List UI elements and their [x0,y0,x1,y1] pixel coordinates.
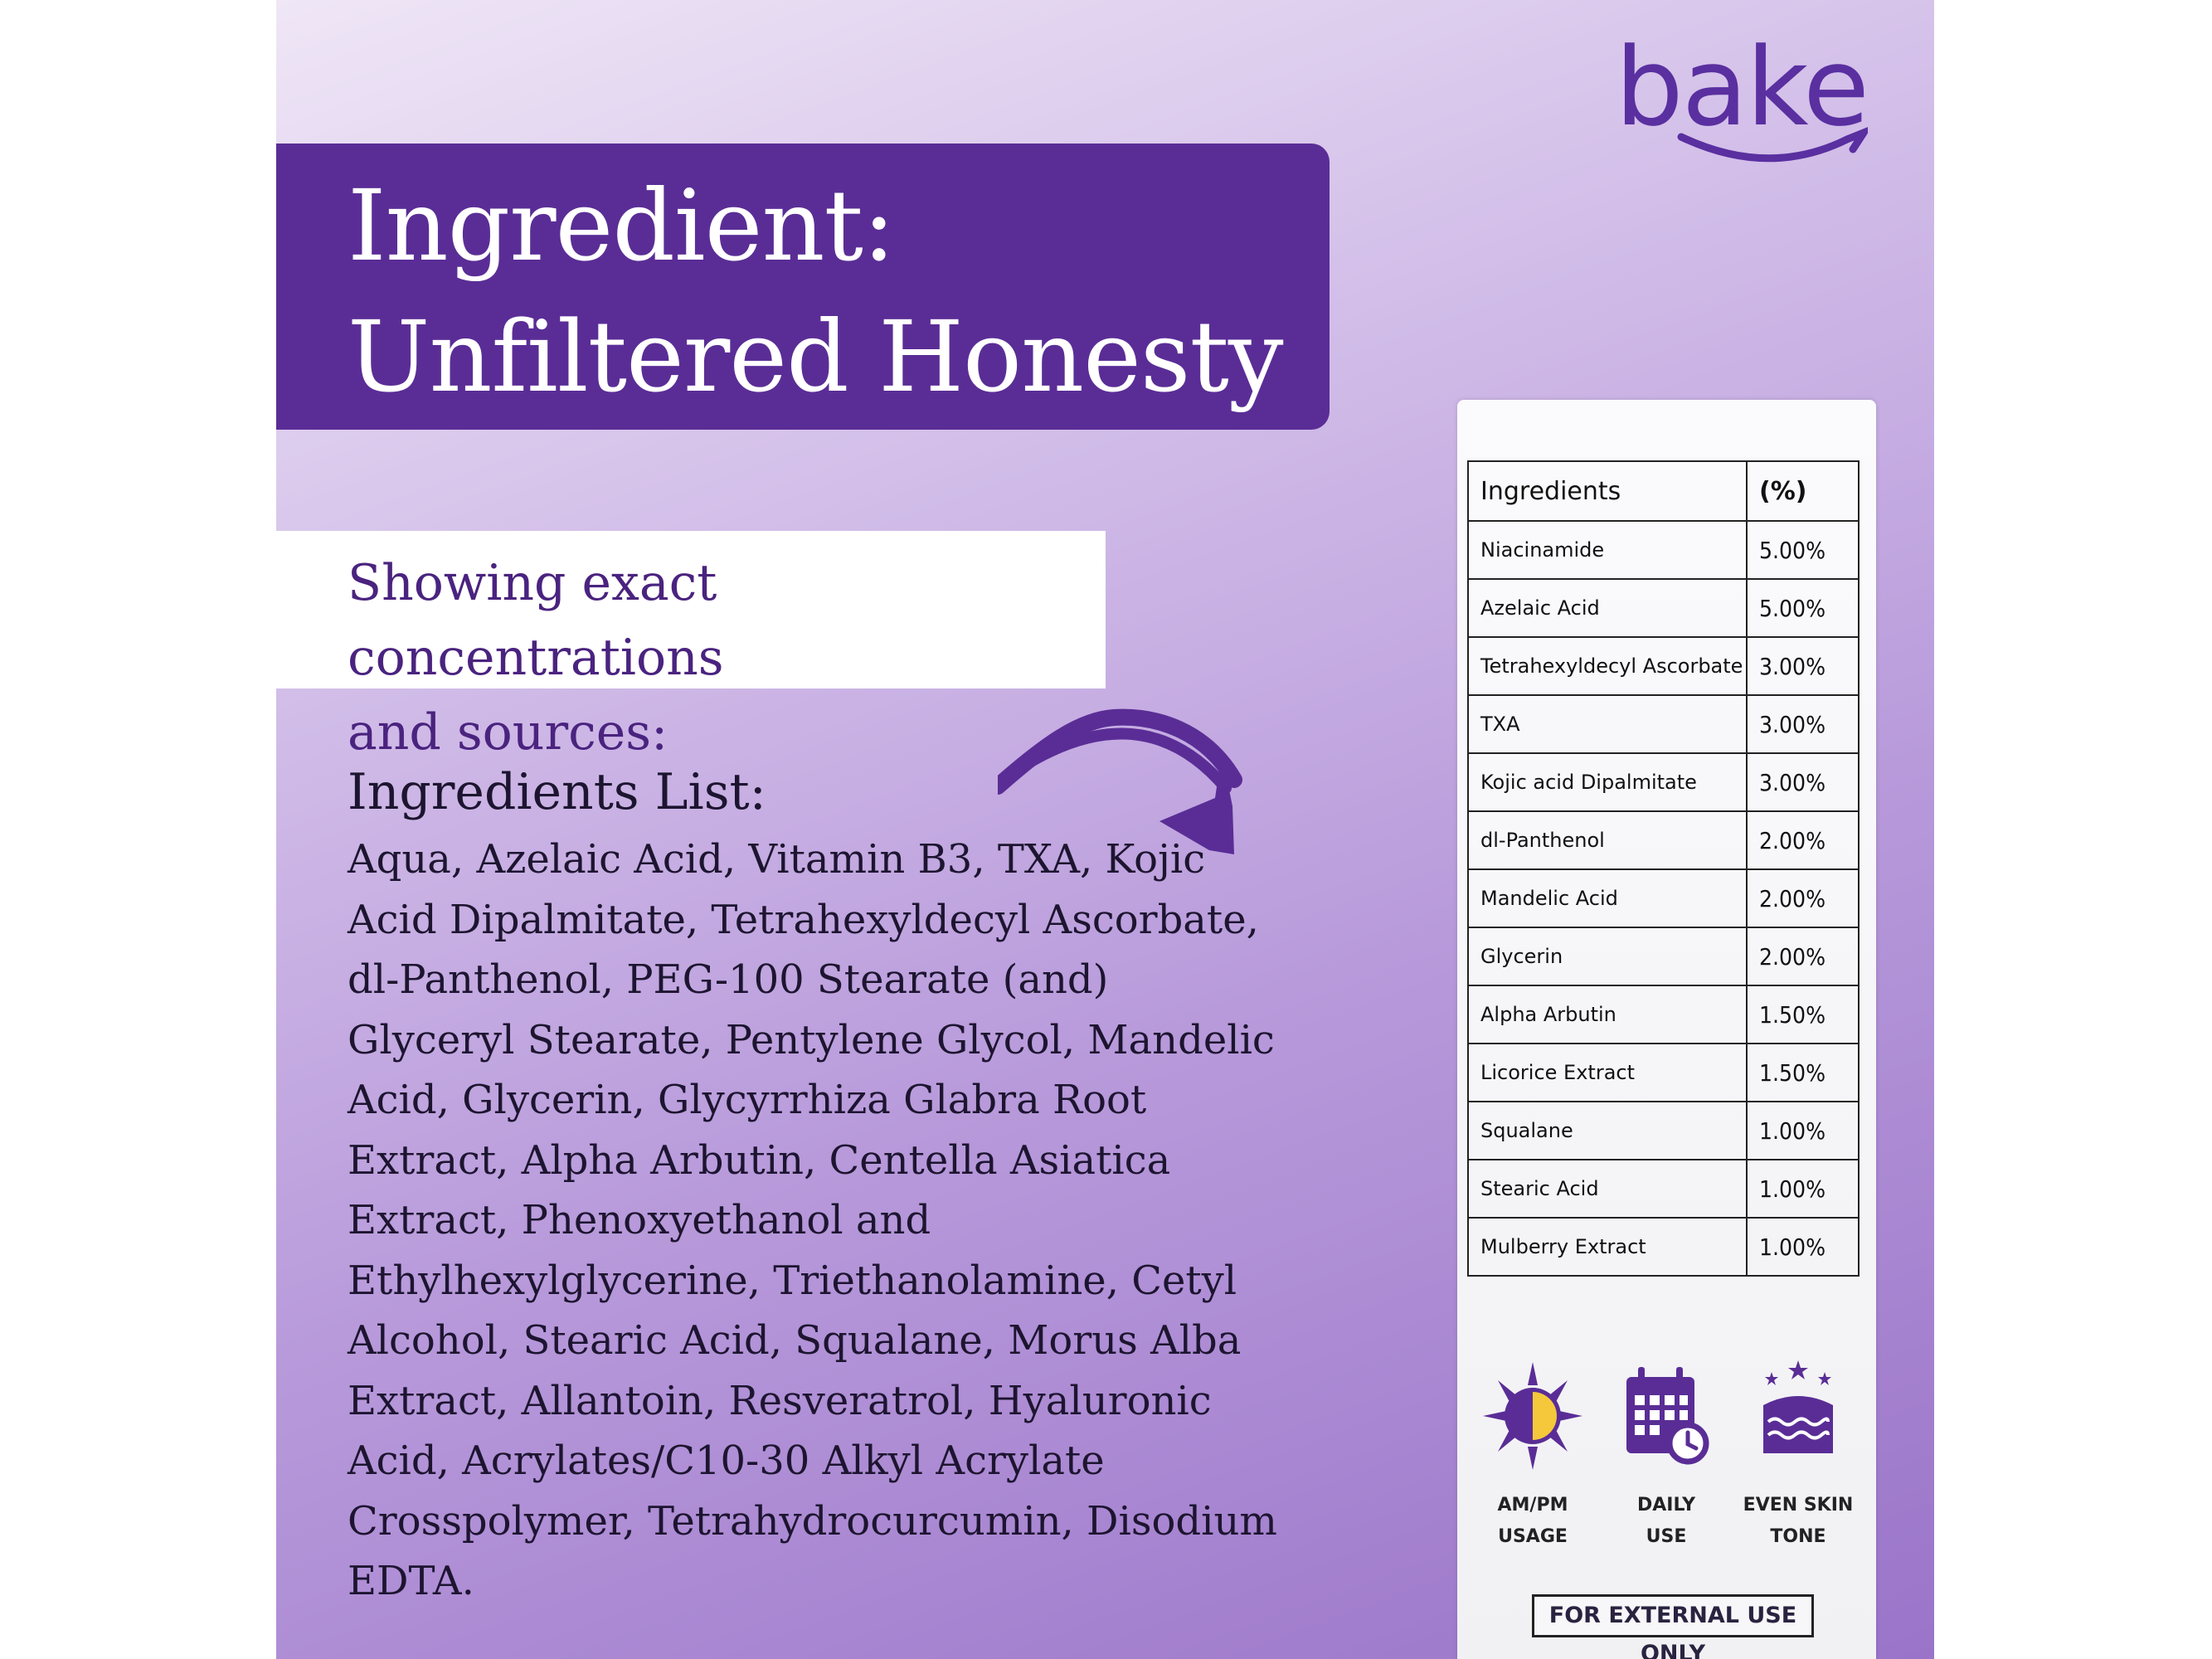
ingredient-name: Mulberry Extract [1467,1217,1748,1277]
sun-moon-icon [1483,1362,1582,1470]
external-use-notice: FOR EXTERNAL USE ONLY [1532,1594,1814,1659]
ingredient-percent: 1.50% [1746,1043,1860,1102]
ingredient-name: Glycerin [1467,927,1748,986]
table-row: dl-Panthenol 2.00% [1467,810,1860,870]
title-line-2: Unfiltered Honesty [348,299,1284,414]
ingredient-name: Niacinamide [1467,520,1748,580]
subtitle-line-2: and sources: [348,703,668,761]
ingredient-name: Stearic Acid [1467,1159,1748,1219]
ingredient-name: dl-Panthenol [1467,810,1748,870]
skin-layers-icon [1763,1360,1833,1453]
header-ingredients: Ingredients [1467,460,1748,522]
ingredients-table-body: Niacinamide 5.00% Azelaic Acid 5.00% Tetrahe… [1467,520,1860,1277]
ingredient-percent: 2.00% [1746,927,1860,986]
ingredient-name: Alpha Arbutin [1467,985,1748,1044]
subtitle-banner: Showing exact concentrations and sources… [276,531,1106,761]
badge-even-skin-line1: EVEN SKIN [1743,1495,1854,1515]
title-banner: Ingredient: Unfiltered Honesty [276,144,1330,430]
badge-am-pm-line1: AM/PM [1497,1495,1568,1515]
ingredient-name: Kojic acid Dipalmitate [1467,752,1748,812]
ingredient-percent: 1.00% [1746,1217,1860,1277]
ingredient-name: Tetrahexyldecyl Ascorbate [1467,636,1748,696]
table-row: Tetrahexyldecyl Ascorbate 3.00% [1467,636,1860,696]
ingredient-percent: 5.00% [1746,520,1860,580]
title-line-1: Ingredient: [348,168,896,283]
ingredient-name: Mandelic Acid [1467,868,1748,928]
brand-swoosh-icon [1677,127,1868,163]
table-row: Glycerin 2.00% [1467,927,1860,986]
header-percent: (%) [1746,460,1860,522]
product-label-panel: Ingredients (%) Niacinamide 5.00% Azelaic … [1457,400,1876,1659]
badge-am-pm-line2: USAGE [1498,1526,1568,1547]
ingredient-percent: 1.50% [1746,985,1860,1044]
ingredient-percent: 2.00% [1746,868,1860,928]
ingredient-percent: 3.00% [1746,752,1860,812]
table-row: Niacinamide 5.00% [1467,520,1860,580]
table-row: Kojic acid Dipalmitate 3.00% [1467,752,1860,812]
ingredient-name: TXA [1467,694,1748,754]
table-row: Stearic Acid 1.00% [1467,1159,1860,1219]
ingredient-percent: 2.00% [1746,810,1860,870]
curved-arrow-icon [998,708,1242,854]
table-row: Azelaic Acid 5.00% [1467,578,1860,638]
table-row: Mulberry Extract 1.00% [1467,1217,1860,1277]
badge-daily-use: DAILY USE [1604,1354,1728,1553]
usage-badges: AM/PM USAGE DAILY USE [1457,1354,1876,1569]
calendar-clock-icon [1626,1367,1709,1465]
table-header-row: Ingredients (%) [1467,460,1860,522]
badge-am-pm: AM/PM USAGE [1471,1354,1595,1553]
ingredients-table: Ingredients (%) Niacinamide 5.00% Azelaic … [1467,460,1860,1277]
ingredient-percent: 1.00% [1746,1101,1860,1160]
ingredient-name: Azelaic Acid [1467,578,1748,638]
badge-daily-use-line1: DAILY [1637,1495,1695,1515]
badge-even-skin-line2: TONE [1770,1526,1826,1547]
ingredients-list-heading: Ingredients List: [348,763,766,821]
ingredient-percent: 3.00% [1746,694,1860,754]
subtitle-line-1: Showing exact concentrations [348,554,724,687]
badge-even-skin-tone: EVEN SKIN TONE [1736,1354,1860,1553]
ingredient-name: Licorice Extract [1467,1043,1748,1102]
brand-logo: bake [1615,24,1869,150]
ingredient-percent: 3.00% [1746,636,1860,696]
ingredients-list-text: Aqua, Azelaic Acid, Vitamin B3, TXA, Koj… [348,836,1277,1604]
table-row: Mandelic Acid 2.00% [1467,868,1860,928]
ingredient-name: Squalane [1467,1101,1748,1160]
ingredient-percent: 5.00% [1746,578,1860,638]
product-infographic: bake Ingredient: Unfiltered Honesty Show… [276,0,1934,1659]
badge-daily-use-line2: USE [1646,1526,1687,1547]
table-row: Licorice Extract 1.50% [1467,1043,1860,1102]
table-row: Squalane 1.00% [1467,1101,1860,1160]
ingredient-percent: 1.00% [1746,1159,1860,1219]
table-row: TXA 3.00% [1467,694,1860,754]
table-row: Alpha Arbutin 1.50% [1467,985,1860,1044]
